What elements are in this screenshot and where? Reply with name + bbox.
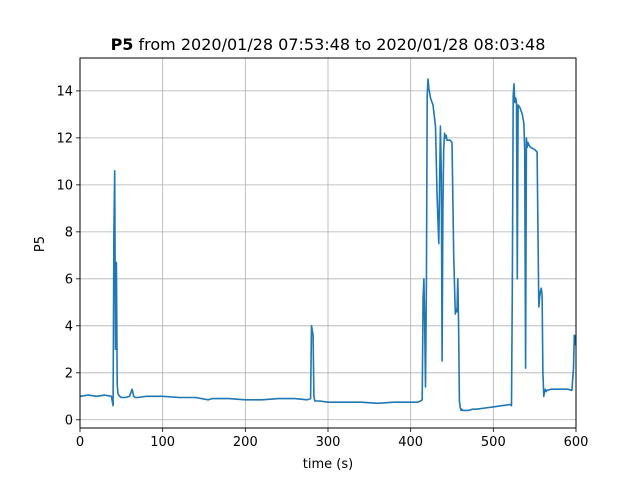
y-tick-label: 12 (56, 131, 73, 146)
chart-title-bold: P5 (111, 35, 134, 54)
y-tick-label: 8 (65, 225, 73, 240)
grid-lines (79, 58, 577, 428)
series-lines (80, 78, 576, 412)
x-tick-label: 100 (150, 435, 175, 450)
x-tick-label: 500 (481, 435, 506, 450)
y-tick-label: 0 (65, 413, 73, 428)
chart-title-rest: from 2020/01/28 07:53:48 to 2020/01/28 0… (133, 35, 545, 54)
x-tick-label: 400 (398, 435, 423, 450)
series-line (80, 78, 576, 412)
y-tick-label: 2 (65, 366, 73, 381)
axis-ticks: 0 100 200 300 400 500 600 0 2 4 6 8 10 12 14 (56, 84, 588, 450)
x-tick-label: 0 (76, 435, 84, 450)
chart-title: P5 from 2020/01/28 07:53:48 to 2020/01/2… (111, 35, 546, 54)
x-tick-label: 300 (316, 435, 341, 450)
y-tick-label: 14 (56, 84, 73, 99)
x-tick-label: 200 (233, 435, 258, 450)
y-axis-label: P5 (33, 236, 48, 252)
y-tick-label: 10 (56, 178, 73, 193)
x-tick-label: 600 (564, 435, 589, 450)
y-tick-label: 6 (65, 272, 73, 287)
x-axis-label: time (s) (303, 457, 353, 472)
y-tick-label: 4 (65, 319, 73, 334)
